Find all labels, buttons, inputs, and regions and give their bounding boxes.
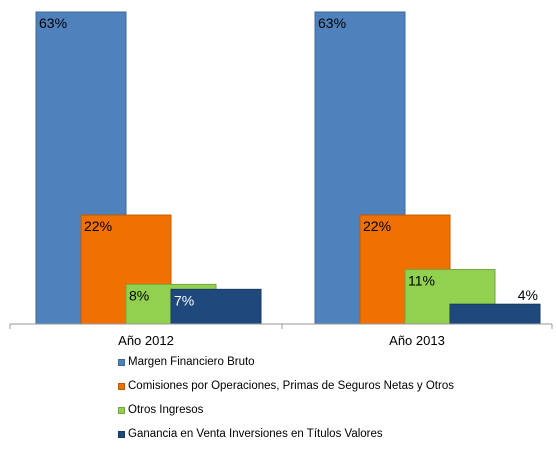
legend-label-1: Margen Financiero Bruto xyxy=(128,356,255,368)
x-axis: Año 2012 Año 2013 xyxy=(9,323,553,345)
legend-label-4: Ganancia en Venta Inversiones en Títulos… xyxy=(128,428,383,440)
legend-item-1: Margen Financiero Bruto xyxy=(118,350,454,374)
data-label-2-2: 22% xyxy=(363,218,391,234)
legend-item-2: Comisiones por Operaciones, Primas de Se… xyxy=(118,374,454,398)
legend-swatch-3 xyxy=(118,406,125,414)
bars-layer xyxy=(35,11,541,325)
legend-label-3: Otros Ingresos xyxy=(128,404,204,416)
legend-label-2: Comisiones por Operaciones, Primas de Se… xyxy=(128,380,454,392)
data-label-2-1: 22% xyxy=(84,218,112,234)
legend-item-4: Ganancia en Venta Inversiones en Títulos… xyxy=(118,422,454,446)
bar-chart: 63% 63% 22% 22% 8% 11% 7% 4% Año 2012 Año 2013 xyxy=(9,11,553,345)
legend-swatch-1 xyxy=(118,358,125,366)
legend-swatch-2 xyxy=(118,382,125,390)
data-label-4-2: 4% xyxy=(518,287,538,303)
x-tick-label-2: Año 2013 xyxy=(389,333,445,345)
legend-item-3: Otros Ingresos xyxy=(118,398,454,422)
data-label-3-2: 11% xyxy=(408,273,435,289)
data-labels-layer: 63% 63% 22% 22% 8% 11% 7% 4% xyxy=(39,15,538,308)
legend-swatch-4 xyxy=(118,430,125,438)
x-tick-label-1: Año 2012 xyxy=(118,333,174,345)
data-label-3-1: 8% xyxy=(129,287,149,303)
legend: Margen Financiero Bruto Comisiones por Op… xyxy=(118,350,454,446)
data-label-4-1: 7% xyxy=(174,292,194,308)
bar-4-2 xyxy=(449,303,541,325)
data-label-1-1: 63% xyxy=(39,15,67,31)
data-label-1-2: 63% xyxy=(318,15,346,31)
